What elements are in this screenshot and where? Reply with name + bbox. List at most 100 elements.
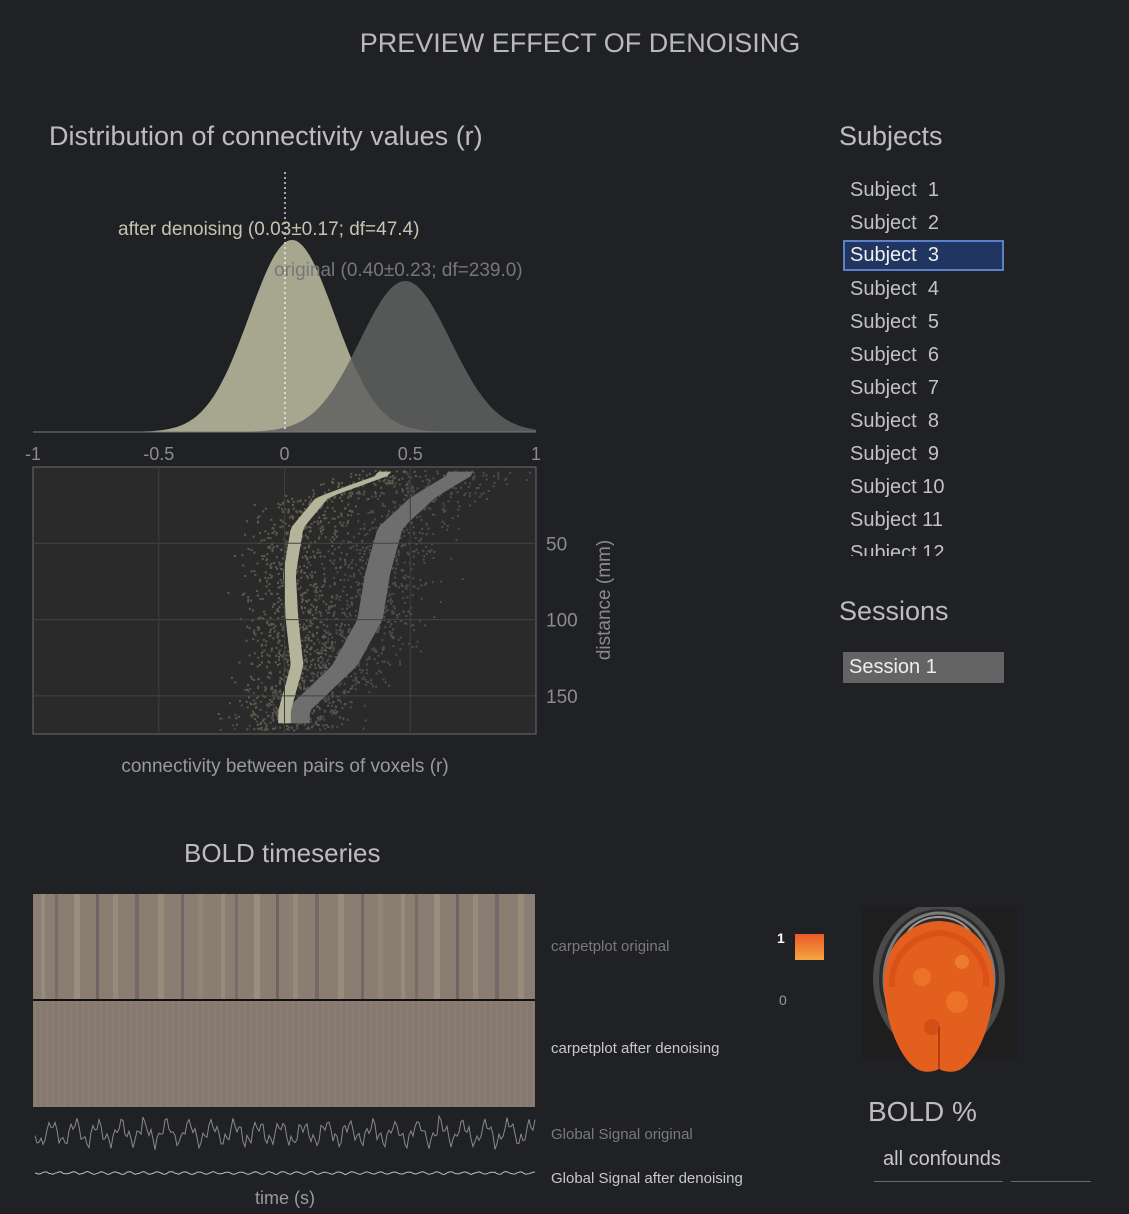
subject-item-11[interactable]: Subject 11 — [850, 509, 944, 531]
scatter-point — [506, 483, 509, 486]
scatter-point — [349, 700, 352, 703]
scatter-point — [303, 564, 306, 567]
scatter-point — [300, 569, 303, 572]
session-item-1[interactable]: Session 1 — [843, 652, 1004, 683]
subject-item-3[interactable]: Subject 3 — [843, 240, 1004, 271]
scatter-point — [312, 585, 315, 588]
subject-item-8[interactable]: Subject 8 — [850, 410, 939, 432]
scatter-point — [458, 505, 461, 508]
scatter-point — [314, 663, 317, 666]
scatter-point — [271, 685, 274, 688]
scatter-point — [482, 471, 485, 474]
scatter-point — [391, 511, 394, 514]
scatter-point — [315, 611, 318, 614]
scatter-point — [309, 679, 312, 682]
scatter-point — [268, 583, 271, 585]
scatter-point — [341, 525, 344, 528]
scatter-point — [347, 624, 350, 626]
scatter-point — [282, 502, 285, 505]
scatter-point — [344, 573, 347, 576]
scatter-point — [393, 502, 396, 505]
scatter-point — [262, 638, 265, 641]
scatter-point — [273, 562, 276, 564]
scatter-point — [482, 474, 485, 477]
scatter-point — [246, 688, 249, 691]
scatter-point — [412, 492, 415, 495]
scatter-point — [304, 667, 307, 670]
scatter-point — [493, 481, 496, 484]
scatter-point — [365, 683, 368, 686]
subject-item-10[interactable]: Subject 10 — [850, 476, 945, 498]
scatter-point — [320, 666, 323, 669]
scatter-point — [374, 495, 377, 498]
scatter-point — [332, 481, 335, 484]
scatter-point — [270, 576, 273, 579]
scatter-point — [334, 656, 337, 658]
scatter-point — [232, 724, 235, 727]
scatter-point — [373, 650, 376, 653]
scatter-point — [361, 485, 364, 487]
scatter-point — [410, 522, 412, 525]
scatter-point — [407, 475, 410, 478]
scatter-point — [404, 494, 407, 496]
scatter-point — [435, 498, 438, 501]
scatter-point — [301, 597, 304, 600]
scatter-point — [347, 631, 350, 634]
subjects-listbox[interactable]: Subject 1 Subject 2 Subject 3 Subject 4 Subj… — [843, 174, 1004, 556]
scatter-point — [370, 682, 373, 685]
scatter-point — [296, 582, 299, 585]
scatter-point — [316, 705, 319, 707]
confounds-selector[interactable]: all confounds — [883, 1148, 1001, 1170]
scatter-point — [361, 582, 364, 585]
subject-item-4[interactable]: Subject 4 — [850, 278, 939, 300]
scatter-point — [307, 726, 310, 729]
scatter-point — [363, 527, 365, 530]
scatter-point — [286, 669, 289, 672]
scatter-point — [234, 681, 237, 684]
scatter-point — [247, 600, 250, 603]
scatter-point — [317, 548, 320, 551]
subject-item-7[interactable]: Subject 7 — [850, 377, 939, 399]
subject-item-6[interactable]: Subject 6 — [850, 344, 939, 366]
scatter-point — [303, 688, 306, 691]
subject-item-9[interactable]: Subject 9 — [850, 443, 939, 465]
scatter-point — [387, 661, 390, 664]
scatter-point — [450, 557, 453, 560]
scatter-point — [411, 485, 414, 488]
scatter-point — [345, 553, 348, 556]
scatter-point — [230, 676, 233, 679]
scatter-point — [298, 510, 301, 513]
scatter-point — [401, 544, 404, 547]
scatter-point — [358, 582, 360, 585]
scatter-point — [272, 546, 275, 549]
scatter-point — [402, 576, 405, 579]
scatter-point — [272, 718, 275, 721]
scatter-point — [280, 696, 283, 699]
scatter-point — [317, 659, 320, 662]
scatter-point — [347, 629, 350, 632]
scatter-point — [335, 567, 338, 569]
scatter-point — [340, 514, 343, 517]
scatter-point — [337, 699, 340, 702]
scatter-point — [347, 520, 350, 523]
scatter-point — [371, 495, 374, 498]
subject-item-5[interactable]: Subject 5 — [850, 311, 939, 333]
scatter-point — [248, 724, 251, 727]
scatter-point — [322, 514, 325, 517]
scatter-point — [319, 621, 322, 624]
scatter-point — [271, 716, 273, 719]
scatter-point — [319, 555, 322, 558]
scatter-point — [412, 624, 415, 627]
subject-item-12[interactable]: Subject 12 — [850, 542, 945, 556]
subject-item-2[interactable]: Subject 2 — [850, 212, 939, 234]
scatter-point — [357, 681, 360, 684]
scatter-point — [292, 517, 294, 520]
scatter-point — [291, 497, 294, 500]
scatter-point — [417, 587, 420, 590]
scatter-point — [217, 713, 220, 715]
scatter-point — [303, 723, 306, 726]
scatter-point — [402, 597, 405, 600]
subject-item-1[interactable]: Subject 1 — [850, 179, 939, 201]
scatter-point — [418, 531, 421, 534]
scatter-point — [350, 561, 353, 564]
